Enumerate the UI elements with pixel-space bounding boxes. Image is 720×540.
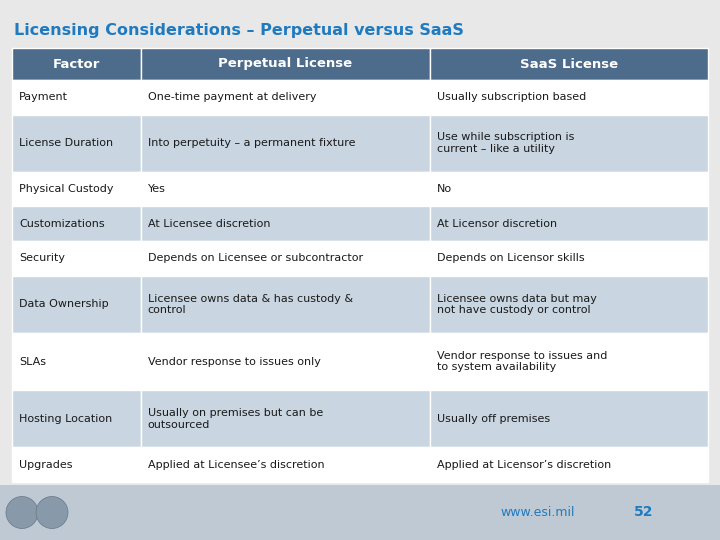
Text: Use while subscription is
current – like a utility: Use while subscription is current – like… <box>436 132 574 154</box>
Text: Applied at Licensor’s discretion: Applied at Licensor’s discretion <box>436 460 611 470</box>
Bar <box>12 206 141 241</box>
Bar <box>141 80 430 114</box>
Bar <box>141 206 430 241</box>
Text: Vendor response to issues only: Vendor response to issues only <box>148 356 320 367</box>
Text: Depends on Licensee or subcontractor: Depends on Licensee or subcontractor <box>148 253 363 264</box>
Text: Payment: Payment <box>19 92 68 102</box>
Bar <box>141 48 430 80</box>
Bar <box>12 48 141 80</box>
Bar <box>141 276 430 333</box>
Bar <box>430 206 708 241</box>
Bar <box>141 333 430 390</box>
Circle shape <box>6 496 38 529</box>
Text: Security: Security <box>19 253 65 264</box>
Text: Usually on premises but can be
outsourced: Usually on premises but can be outsource… <box>148 408 323 429</box>
Bar <box>12 172 141 206</box>
Bar <box>12 276 141 333</box>
Bar <box>12 241 141 276</box>
Text: Upgrades: Upgrades <box>19 460 73 470</box>
Text: Usually off premises: Usually off premises <box>436 414 550 424</box>
Text: Data Ownership: Data Ownership <box>19 299 109 309</box>
Text: Depends on Licensor skills: Depends on Licensor skills <box>436 253 584 264</box>
Text: Licensee owns data & has custody &
control: Licensee owns data & has custody & contr… <box>148 294 353 315</box>
Bar <box>141 447 430 482</box>
Bar <box>430 48 708 80</box>
Bar <box>430 172 708 206</box>
Bar <box>12 390 141 447</box>
Circle shape <box>36 496 68 529</box>
Bar <box>430 114 708 172</box>
Text: Usually subscription based: Usually subscription based <box>436 92 586 102</box>
Bar <box>12 114 141 172</box>
Bar <box>141 114 430 172</box>
Text: SLAs: SLAs <box>19 356 46 367</box>
Bar <box>430 241 708 276</box>
Text: License Duration: License Duration <box>19 138 113 149</box>
Bar <box>430 390 708 447</box>
Bar <box>12 447 141 482</box>
Bar <box>141 172 430 206</box>
Text: Factor: Factor <box>53 57 100 71</box>
Text: 52: 52 <box>634 505 654 519</box>
Bar <box>430 333 708 390</box>
Bar <box>430 276 708 333</box>
Text: At Licensor discretion: At Licensor discretion <box>436 219 557 229</box>
Text: Into perpetuity – a permanent fixture: Into perpetuity – a permanent fixture <box>148 138 355 149</box>
Text: Hosting Location: Hosting Location <box>19 414 112 424</box>
Bar <box>430 447 708 482</box>
Text: Vendor response to issues and
to system availability: Vendor response to issues and to system … <box>436 351 607 373</box>
Text: At Licensee discretion: At Licensee discretion <box>148 219 270 229</box>
Text: Customizations: Customizations <box>19 219 104 229</box>
Bar <box>430 80 708 114</box>
Text: No: No <box>436 184 451 194</box>
Text: One-time payment at delivery: One-time payment at delivery <box>148 92 316 102</box>
Bar <box>0 485 720 540</box>
Text: Physical Custody: Physical Custody <box>19 184 114 194</box>
Bar <box>12 80 141 114</box>
Text: Perpetual License: Perpetual License <box>218 57 352 71</box>
Text: SaaS License: SaaS License <box>520 57 618 71</box>
Bar <box>141 390 430 447</box>
Text: Yes: Yes <box>148 184 166 194</box>
Text: Applied at Licensee’s discretion: Applied at Licensee’s discretion <box>148 460 325 470</box>
Text: Licensing Considerations – Perpetual versus SaaS: Licensing Considerations – Perpetual ver… <box>14 23 464 37</box>
Bar <box>12 333 141 390</box>
Text: Licensee owns data but may
not have custody or control: Licensee owns data but may not have cust… <box>436 294 596 315</box>
Bar <box>141 241 430 276</box>
Text: www.esi.mil: www.esi.mil <box>500 506 575 519</box>
